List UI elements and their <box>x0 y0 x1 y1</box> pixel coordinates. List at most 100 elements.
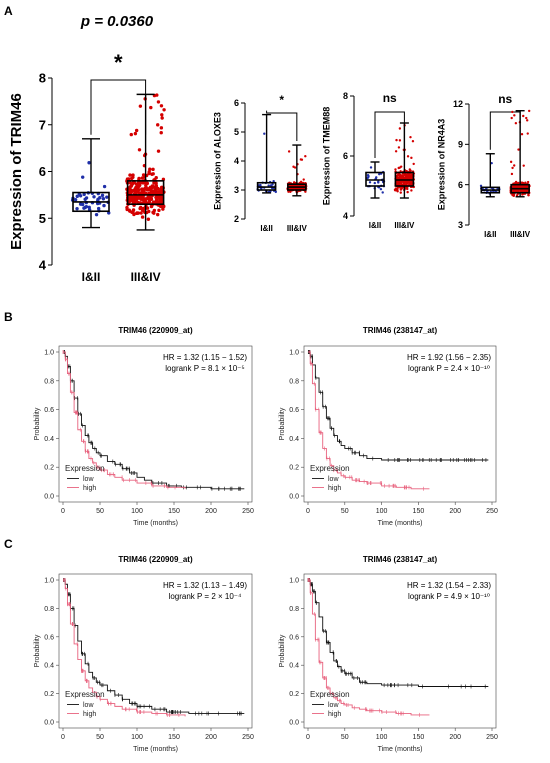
data-point <box>141 190 146 194</box>
logrank-p: logrank P = 2.4 × 10⁻¹⁰ <box>408 364 490 373</box>
y-tick-label: 0.8 <box>44 606 54 613</box>
x-tick-label: 250 <box>486 734 498 741</box>
data-point <box>160 113 164 117</box>
data-point <box>403 173 407 177</box>
x-category-label: III&IV <box>510 230 531 239</box>
significance-label: * <box>114 50 123 75</box>
series-low <box>63 578 245 716</box>
x-category-label: I&II <box>369 221 381 230</box>
legend-label-high: high <box>328 485 341 492</box>
data-point <box>133 189 137 194</box>
data-point <box>399 176 402 180</box>
plot-frame <box>303 573 497 729</box>
y-tick-label: 0.6 <box>289 407 299 414</box>
data-point <box>140 176 144 180</box>
data-point <box>412 162 415 166</box>
km-c2: TRIM46 (238147_at) 0.0 0.2 0.4 0.6 0.8 1.0 0 50 1… <box>279 555 498 753</box>
data-point <box>136 200 140 205</box>
series-low <box>63 350 245 491</box>
charts-layer: 4 5 6 7 8 Expression of TRIM46 I&II III&IV p = 0… <box>8 13 531 753</box>
legend-title: Expression <box>310 690 350 699</box>
panel-letter-c: C <box>4 537 13 551</box>
data-point <box>82 192 86 197</box>
data-point <box>302 178 305 181</box>
data-point <box>81 175 85 179</box>
data-point <box>101 197 106 201</box>
data-point <box>159 104 164 108</box>
chart-title: TRIM46 (238147_at) <box>363 555 438 564</box>
legend-label-low: low <box>328 702 339 709</box>
y-tick-label: 4 <box>39 258 47 273</box>
data-point <box>102 184 107 189</box>
data-point <box>510 116 513 120</box>
data-point <box>145 187 150 191</box>
data-point <box>134 128 139 133</box>
data-point <box>87 161 91 165</box>
data-point <box>144 183 148 187</box>
legend-label-low: low <box>83 476 94 483</box>
significance-label: ns <box>383 91 397 105</box>
chart-title: TRIM46 (220909_at) <box>118 555 193 564</box>
data-point <box>399 180 403 184</box>
data-point <box>148 167 152 171</box>
x-tick-label: 0 <box>306 734 310 741</box>
y-tick-label: 12 <box>453 99 463 109</box>
y-tick-label: 0.2 <box>44 691 54 698</box>
y-axis-label: Expression of TMEM88 <box>322 107 332 206</box>
box-iii <box>256 113 278 194</box>
y-tick-label: 0.6 <box>44 634 54 641</box>
data-point <box>137 184 141 188</box>
y-axis-label: Probability <box>279 634 286 667</box>
data-point <box>149 204 154 209</box>
y-tick-label: 3 <box>458 220 463 230</box>
data-point <box>514 122 518 125</box>
data-point <box>136 181 140 185</box>
data-point <box>366 176 369 180</box>
data-point <box>395 138 398 142</box>
y-tick-label: 0.8 <box>289 378 299 385</box>
x-tick-label: 0 <box>306 508 310 515</box>
data-point <box>159 126 164 130</box>
x-tick-label: 150 <box>413 734 425 741</box>
data-point <box>135 211 139 215</box>
legend-title: Expression <box>65 690 105 699</box>
data-point <box>137 148 142 152</box>
data-point <box>395 174 399 177</box>
data-point <box>517 148 520 151</box>
y-tick-label: 4 <box>343 211 348 221</box>
y-tick-label: 7 <box>39 117 46 132</box>
y-tick-label: 0.2 <box>289 465 299 472</box>
y-tick-label: 5 <box>234 127 239 137</box>
data-point <box>368 181 372 184</box>
x-axis-label: Time (months) <box>378 746 423 753</box>
data-point <box>399 165 403 168</box>
data-point <box>152 211 156 215</box>
y-tick-label: 6 <box>458 180 463 190</box>
data-point <box>129 188 133 192</box>
data-point <box>130 210 134 214</box>
y-tick-label: 0.0 <box>289 720 299 727</box>
data-point <box>151 189 155 194</box>
legend-title: Expression <box>65 464 105 473</box>
data-point <box>147 171 151 176</box>
data-point <box>78 202 83 206</box>
y-tick-label: 0.0 <box>289 494 299 501</box>
box-iii <box>70 138 111 229</box>
y-tick-label: 8 <box>343 91 348 101</box>
data-point <box>526 180 530 184</box>
data-point <box>160 116 164 120</box>
x-axis-label: Time (months) <box>378 520 423 527</box>
x-axis-label: Time (months) <box>133 746 178 753</box>
data-point <box>83 197 87 201</box>
data-point <box>102 203 106 208</box>
box-trim46: 4 5 6 7 8 Expression of TRIM46 I&II III&IV p = 0… <box>8 13 166 284</box>
x-tick-label: 0 <box>61 734 65 741</box>
data-point <box>304 155 307 158</box>
data-point <box>373 181 376 185</box>
data-point <box>127 196 132 200</box>
panel-letter-a: A <box>4 4 13 18</box>
logrank-p: logrank P = 2 × 10⁻⁴ <box>169 592 242 601</box>
data-point <box>140 215 145 219</box>
y-tick-label: 0.4 <box>44 663 54 670</box>
data-point <box>144 197 148 201</box>
